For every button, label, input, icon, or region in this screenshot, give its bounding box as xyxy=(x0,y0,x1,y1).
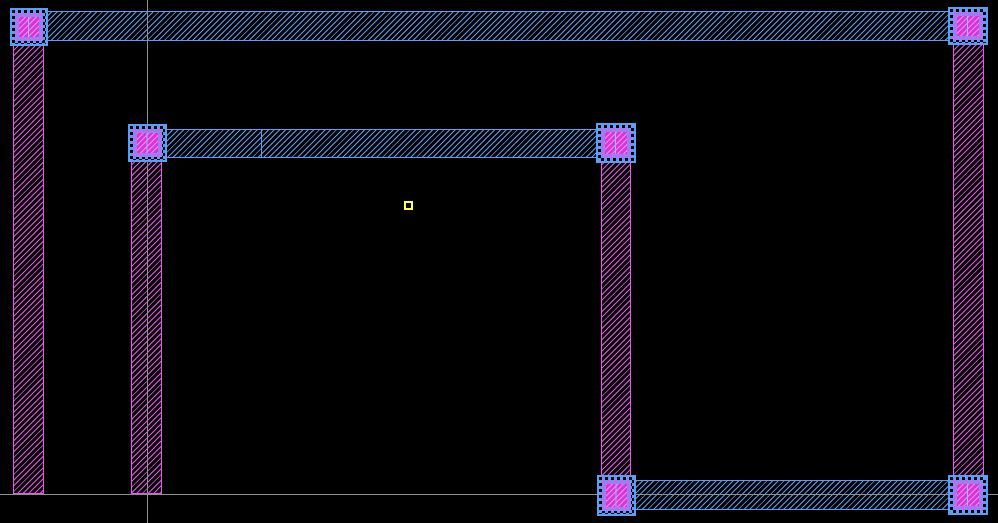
wire-second-column[interactable] xyxy=(131,140,162,494)
wire-right-column[interactable] xyxy=(953,20,984,490)
via-bottom-center-cut xyxy=(606,484,627,507)
wire-bottom-rail[interactable] xyxy=(601,480,986,510)
via-top-left[interactable] xyxy=(10,8,48,46)
via-bottom-right[interactable] xyxy=(948,475,988,515)
wire-top-rail[interactable] xyxy=(10,11,986,41)
via-mid-left-cut xyxy=(137,133,158,153)
via-bottom-right-cut xyxy=(957,484,979,506)
origin-horizontal-line xyxy=(0,494,998,495)
wire-left-column[interactable] xyxy=(13,20,44,494)
wire-center-column[interactable] xyxy=(601,140,631,490)
via-bottom-center[interactable] xyxy=(597,475,636,516)
via-mid-right-cut xyxy=(605,132,627,154)
via-mid-left[interactable] xyxy=(128,124,167,162)
via-mid-right[interactable] xyxy=(596,123,636,163)
via-top-right[interactable] xyxy=(948,7,988,45)
origin-vertical-line xyxy=(147,0,148,523)
via-top-left-cut xyxy=(19,17,39,37)
wire-mid-rail-seg-2[interactable] xyxy=(261,129,633,158)
via-top-right-cut xyxy=(957,16,979,36)
box-tool-cursor[interactable] xyxy=(404,201,413,210)
